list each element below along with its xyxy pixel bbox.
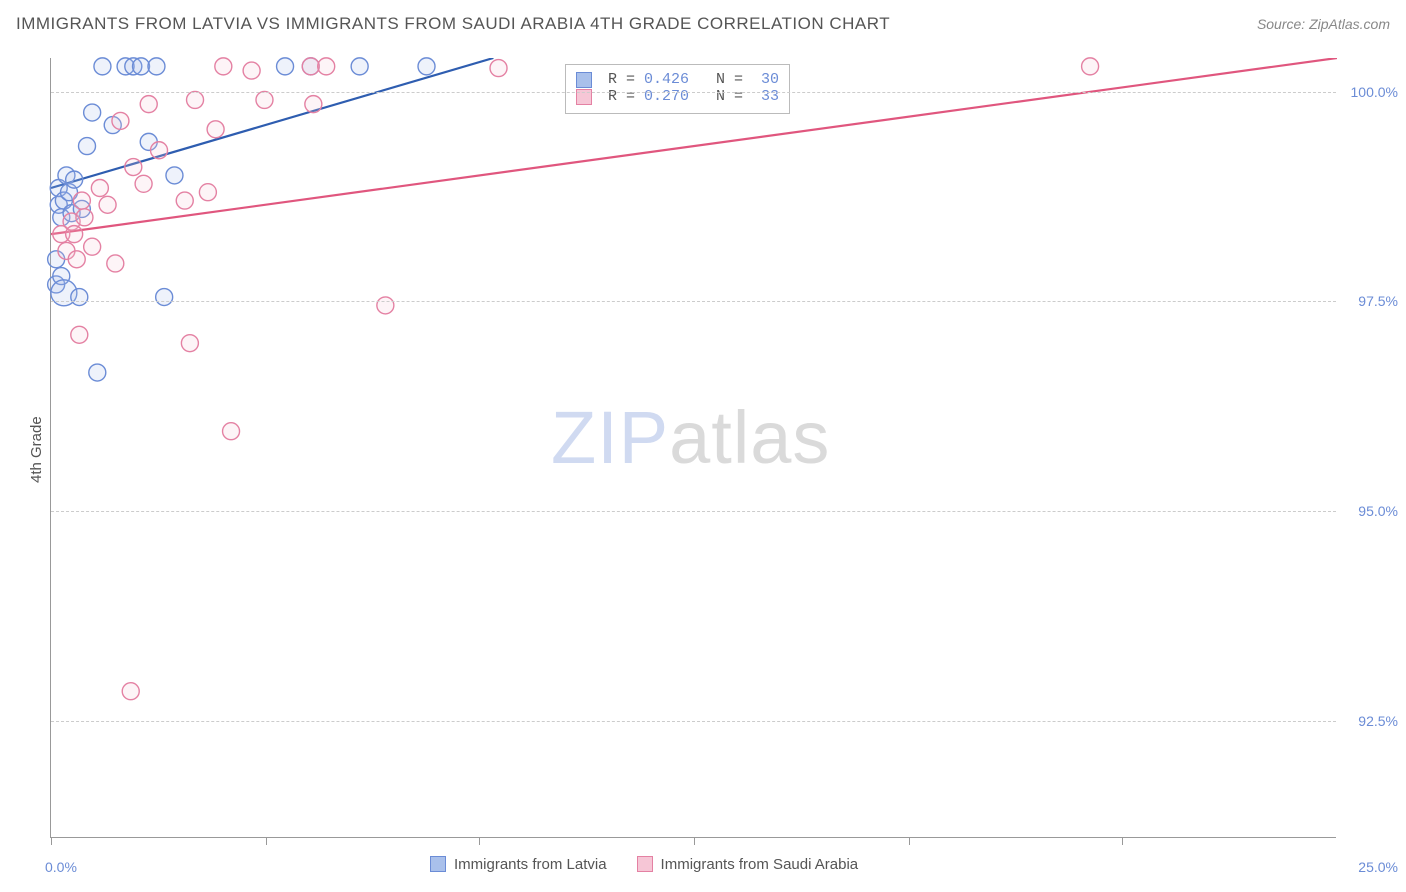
scatter-point-saudi	[125, 159, 142, 176]
y-axis-label: 4th Grade	[28, 416, 45, 483]
scatter-point-latvia	[418, 58, 435, 75]
legend-swatch-latvia	[576, 72, 592, 88]
legend-label-saudi: Immigrants from Saudi Arabia	[661, 856, 859, 873]
scatter-point-saudi	[91, 180, 108, 197]
correlation-legend: R = 0.426 N = 30R = 0.270 N = 33	[565, 64, 790, 114]
r-legend-text-saudi: R = 0.270 N = 33	[608, 88, 779, 105]
scatter-point-saudi	[318, 58, 335, 75]
scatter-point-saudi	[151, 142, 168, 159]
x-tick-mark	[694, 837, 695, 845]
scatter-point-saudi	[76, 209, 93, 226]
scatter-point-saudi	[107, 255, 124, 272]
scatter-point-saudi	[223, 423, 240, 440]
scatter-point-latvia	[148, 58, 165, 75]
scatter-point-saudi	[84, 238, 101, 255]
scatter-point-saudi	[73, 192, 90, 209]
y-tick-label: 92.5%	[1340, 713, 1398, 729]
scatter-point-latvia	[166, 167, 183, 184]
gridline-y	[51, 721, 1336, 722]
legend-label-latvia: Immigrants from Latvia	[454, 856, 607, 873]
scatter-point-saudi	[215, 58, 232, 75]
r-legend-text-latvia: R = 0.426 N = 30	[608, 71, 779, 88]
r-legend-row-latvia: R = 0.426 N = 30	[576, 71, 779, 88]
scatter-point-saudi	[377, 297, 394, 314]
scatter-point-saudi	[112, 112, 129, 129]
scatter-point-saudi	[176, 192, 193, 209]
scatter-point-latvia	[89, 364, 106, 381]
y-tick-label: 97.5%	[1340, 293, 1398, 309]
scatter-point-latvia	[66, 171, 83, 188]
scatter-point-saudi	[187, 91, 204, 108]
x-tick-mark	[479, 837, 480, 845]
scatter-point-saudi	[71, 326, 88, 343]
legend-item-latvia: Immigrants from Latvia	[430, 856, 607, 873]
plot-area: ZIPatlas R = 0.426 N = 30R = 0.270 N = 3…	[50, 58, 1336, 838]
scatter-point-saudi	[207, 121, 224, 138]
legend-item-saudi: Immigrants from Saudi Arabia	[637, 856, 859, 873]
scatter-point-latvia	[277, 58, 294, 75]
scatter-point-saudi	[256, 91, 273, 108]
source-name: ZipAtlas.com	[1309, 16, 1390, 32]
scatter-point-saudi	[243, 62, 260, 79]
x-tick-mark	[1122, 837, 1123, 845]
scatter-point-saudi	[305, 96, 322, 113]
scatter-point-latvia	[133, 58, 150, 75]
x-tick-mark	[909, 837, 910, 845]
chart-source: Source: ZipAtlas.com	[1257, 16, 1390, 32]
scatter-point-latvia	[156, 289, 173, 306]
scatter-point-saudi	[99, 196, 116, 213]
x-tick-mark	[51, 837, 52, 845]
gridline-y	[51, 301, 1336, 302]
gridline-y	[51, 92, 1336, 93]
scatter-point-saudi	[68, 251, 85, 268]
y-tick-label: 95.0%	[1340, 503, 1398, 519]
scatter-point-saudi	[135, 175, 152, 192]
series-legend: Immigrants from Latvia Immigrants from Sa…	[430, 856, 858, 873]
scatter-point-latvia	[94, 58, 111, 75]
scatter-point-saudi	[181, 335, 198, 352]
scatter-point-saudi	[1082, 58, 1099, 75]
scatter-point-latvia	[84, 104, 101, 121]
scatter-point-saudi	[302, 58, 319, 75]
scatter-point-latvia	[351, 58, 368, 75]
x-tick-mark	[266, 837, 267, 845]
scatter-point-saudi	[66, 226, 83, 243]
x-max-label: 25.0%	[1358, 859, 1398, 875]
source-prefix: Source:	[1257, 16, 1309, 32]
scatter-point-latvia	[79, 138, 96, 155]
r-legend-row-saudi: R = 0.270 N = 33	[576, 88, 779, 105]
scatter-point-saudi	[140, 96, 157, 113]
gridline-y	[51, 511, 1336, 512]
x-min-label: 0.0%	[45, 859, 77, 875]
chart-header: IMMIGRANTS FROM LATVIA VS IMMIGRANTS FRO…	[16, 14, 1390, 34]
y-tick-label: 100.0%	[1340, 84, 1398, 100]
scatter-point-saudi	[490, 60, 507, 77]
chart-title: IMMIGRANTS FROM LATVIA VS IMMIGRANTS FRO…	[16, 14, 890, 34]
scatter-point-saudi	[199, 184, 216, 201]
legend-swatch-latvia	[430, 856, 446, 872]
scatter-point-saudi	[122, 683, 139, 700]
scatter-point-latvia	[71, 289, 88, 306]
legend-swatch-saudi	[637, 856, 653, 872]
